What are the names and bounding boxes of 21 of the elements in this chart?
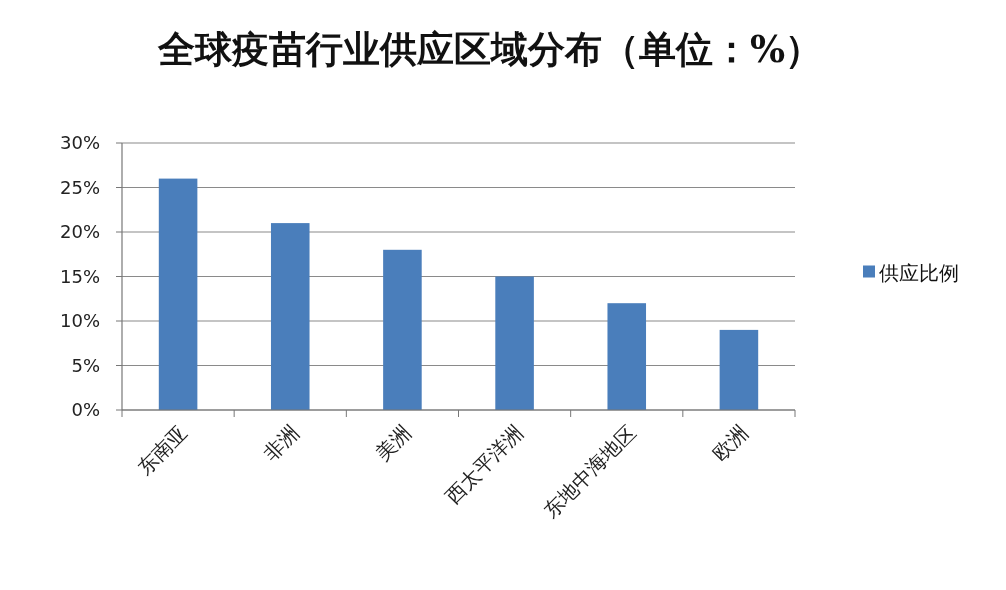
x-tick-label: 欧洲 bbox=[707, 420, 753, 466]
y-tick-label: 30% bbox=[59, 132, 100, 154]
y-tick-label: 15% bbox=[59, 265, 100, 287]
x-tick-label: 西太平洋洲 bbox=[440, 420, 529, 509]
bar bbox=[158, 178, 198, 410]
bar bbox=[383, 249, 422, 410]
y-tick-label: 0% bbox=[71, 399, 100, 421]
bar bbox=[719, 329, 759, 410]
x-tick-label: 美洲 bbox=[370, 420, 416, 466]
y-tick-label: 10% bbox=[59, 310, 100, 332]
y-tick-label: 5% bbox=[71, 354, 100, 376]
x-tick-label: 东地中海地区 bbox=[538, 420, 641, 523]
chart-title: 全球疫苗行业供应区域分布（单位：%） bbox=[156, 27, 823, 71]
bar bbox=[495, 276, 534, 410]
x-tick-label: 东南亚 bbox=[132, 420, 192, 480]
bar bbox=[270, 223, 310, 410]
x-tick-label: 非洲 bbox=[258, 420, 304, 466]
y-tick-label: 20% bbox=[59, 221, 100, 243]
bar bbox=[607, 303, 647, 410]
legend-label: 供应比例 bbox=[879, 260, 959, 285]
y-tick-label: 25% bbox=[59, 176, 100, 198]
